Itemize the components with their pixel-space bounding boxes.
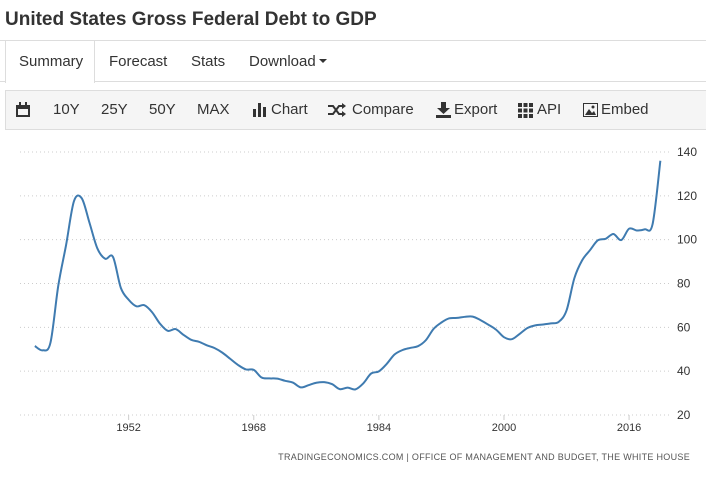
caret-icon xyxy=(319,59,327,63)
y-tick-label: 60 xyxy=(677,320,691,334)
toolbar-button[interactable]: API xyxy=(537,101,562,118)
chart: 20 40 60 80 100 120 140 1952 1968 1984 2000 2016 TRA… xyxy=(20,145,697,462)
tab[interactable]: Download xyxy=(249,53,316,70)
tab[interactable]: Summary xyxy=(19,53,84,70)
api-icon xyxy=(518,103,533,118)
y-tick-label: 100 xyxy=(677,233,697,247)
toolbar-button[interactable]: Chart xyxy=(271,101,308,118)
compare-icon xyxy=(328,103,346,117)
y-tick-label: 120 xyxy=(677,189,697,203)
x-tick-label: 1968 xyxy=(242,422,266,434)
range-button[interactable]: 50Y xyxy=(149,101,176,118)
toolbar-button[interactable]: Embed xyxy=(601,101,649,118)
x-tick-label: 1952 xyxy=(116,422,140,434)
y-tick-label: 140 xyxy=(677,145,697,159)
range-button[interactable]: 10Y xyxy=(53,101,80,118)
data-line xyxy=(34,160,662,391)
y-tick-label: 20 xyxy=(677,408,691,422)
x-tick-label: 2016 xyxy=(617,422,641,434)
range-button[interactable]: 25Y xyxy=(101,101,128,118)
export-icon xyxy=(436,102,451,118)
tab[interactable]: Stats xyxy=(191,53,226,70)
chart-icon xyxy=(253,103,266,117)
embed-icon xyxy=(583,103,598,117)
y-tick-label: 80 xyxy=(677,277,691,291)
tab[interactable]: Forecast xyxy=(109,53,168,70)
tabs-bar xyxy=(0,40,706,82)
active-tab-frame xyxy=(5,40,95,83)
toolbar-button[interactable]: Export xyxy=(454,101,498,118)
source-credit: TRADINGECONOMICS.COM | OFFICE OF MANAGEM… xyxy=(278,452,690,462)
calendar-icon[interactable] xyxy=(15,102,31,118)
y-tick-label: 40 xyxy=(677,364,691,378)
x-tick-label: 2000 xyxy=(492,422,516,434)
range-button[interactable]: MAX xyxy=(197,101,230,118)
toolbar-button[interactable]: Compare xyxy=(352,101,414,118)
page-title: United States Gross Federal Debt to GDP xyxy=(5,9,377,30)
x-tick-label: 1984 xyxy=(367,422,391,434)
